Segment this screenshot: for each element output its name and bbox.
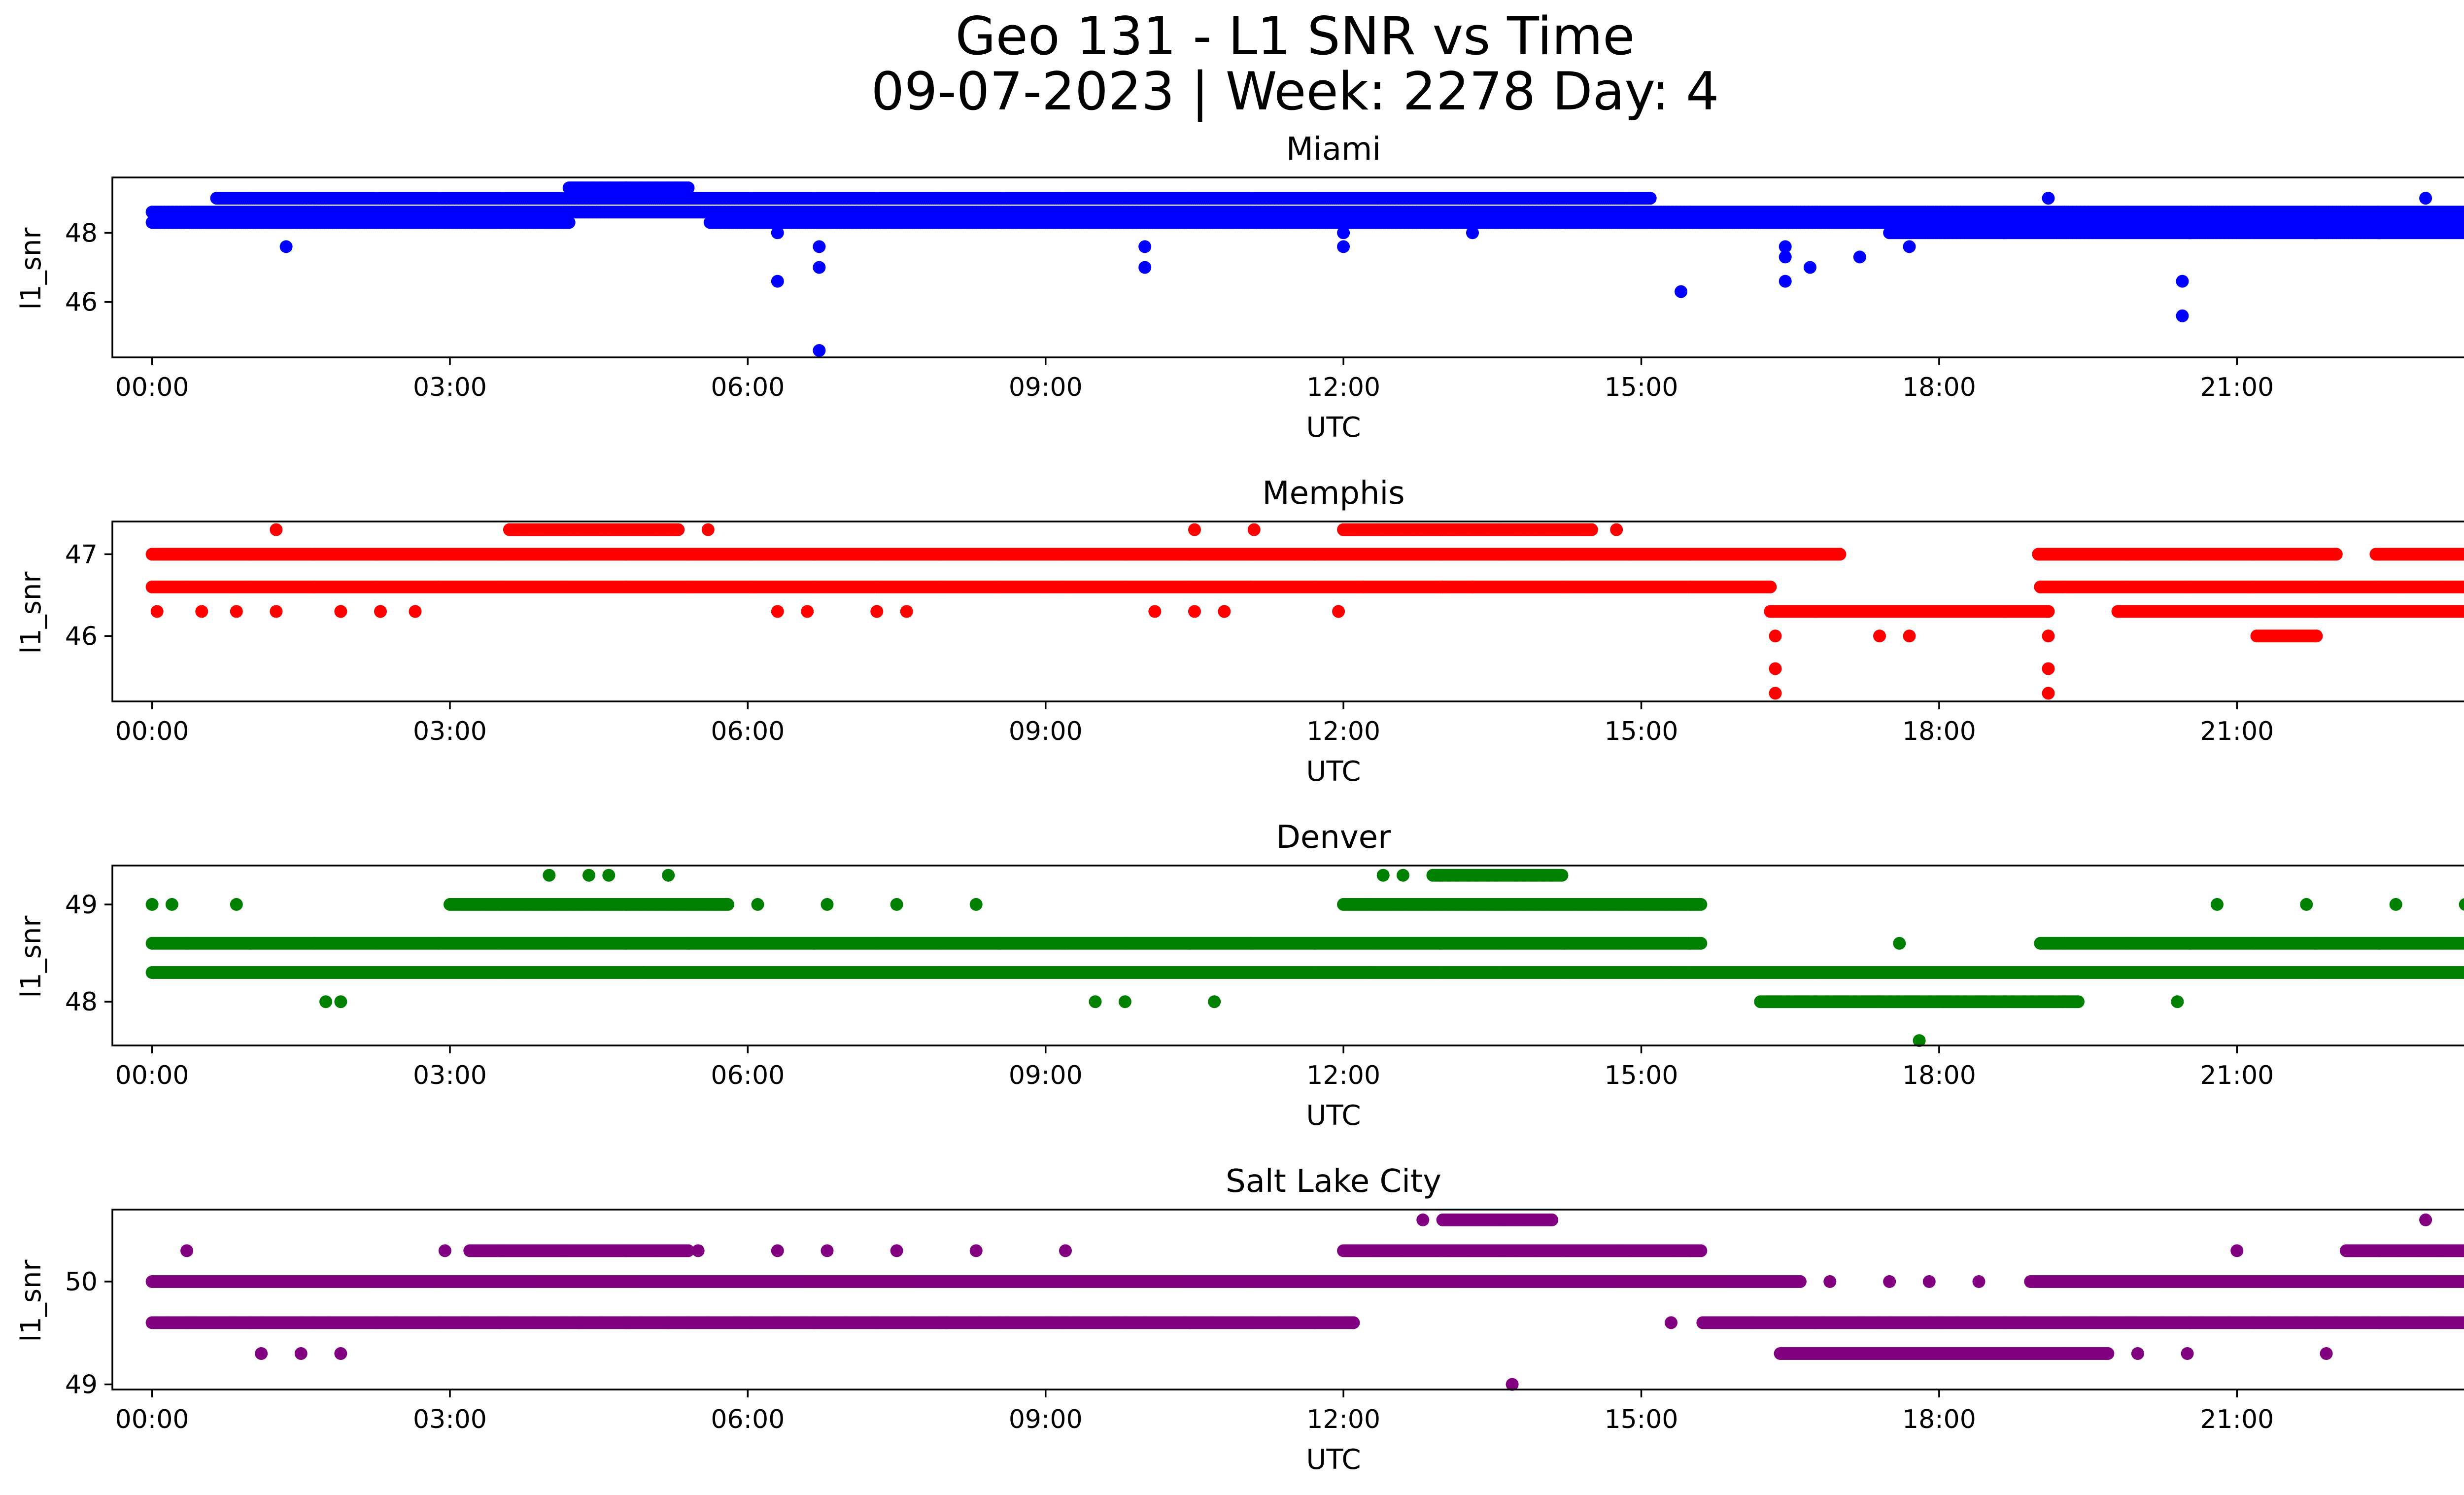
- data-point: [1675, 285, 1688, 298]
- data-point: [1337, 240, 1350, 253]
- y-axis-label: l1_snr: [15, 227, 47, 310]
- y-axis-label: l1_snr: [15, 571, 47, 654]
- data-point: [2042, 192, 2055, 205]
- x-axis-label: UTC: [1306, 412, 1361, 444]
- data-point: [1804, 261, 1816, 274]
- figure-title-line2: 09-07-2023 | Week: 2278 Day: 4: [871, 61, 1719, 122]
- x-tick-label: 18:00: [1902, 373, 1976, 402]
- figure-title-line1: Geo 131 - L1 SNR vs Time: [955, 6, 1635, 67]
- data-point: [771, 275, 784, 288]
- data-point: [1138, 261, 1152, 274]
- data-point: [1853, 250, 1866, 264]
- scatter-points: [145, 181, 2464, 357]
- data-point: [1903, 240, 1916, 253]
- data-point: [1466, 226, 1479, 240]
- y-tick-label: 48: [65, 218, 98, 248]
- data-point: [682, 181, 695, 195]
- data-point: [2329, 548, 2343, 561]
- data-point: [1138, 240, 1152, 253]
- x-tick-label: 00:00: [115, 373, 189, 402]
- data-point: [1643, 192, 1657, 205]
- panel-title: Miami: [1286, 131, 1381, 168]
- data-point: [2461, 207, 2464, 218]
- x-tick-label: 12:00: [1306, 373, 1380, 402]
- data-point: [2463, 208, 2464, 216]
- x-tick-label: 21:00: [2200, 373, 2274, 402]
- x-tick-label: 03:00: [413, 373, 487, 402]
- x-axis-label: UTC: [1306, 756, 1361, 788]
- data-point: [813, 344, 826, 357]
- x-tick-label: 09:00: [1009, 373, 1083, 402]
- data-point: [771, 226, 784, 240]
- data-point: [1779, 250, 1792, 264]
- x-tick-label: 15:00: [1605, 373, 1678, 402]
- data-point: [813, 240, 826, 253]
- data-point: [813, 261, 826, 274]
- data-point: [1337, 226, 1350, 240]
- panel-title: Memphis: [1262, 475, 1404, 512]
- data-point: [279, 240, 293, 253]
- data-point: [562, 216, 576, 229]
- data-point: [2419, 192, 2432, 205]
- y-tick-label: 46: [65, 288, 98, 317]
- data-point: [2176, 275, 2189, 288]
- data-point: [1833, 548, 1847, 561]
- data-point: [2176, 309, 2189, 322]
- data-point: [1779, 275, 1792, 288]
- panel-miami: Miami UTC l1_snr 00:00 03:00 06:00 09:00 12:…: [15, 131, 2464, 444]
- x-tick-label: 06:00: [711, 373, 785, 402]
